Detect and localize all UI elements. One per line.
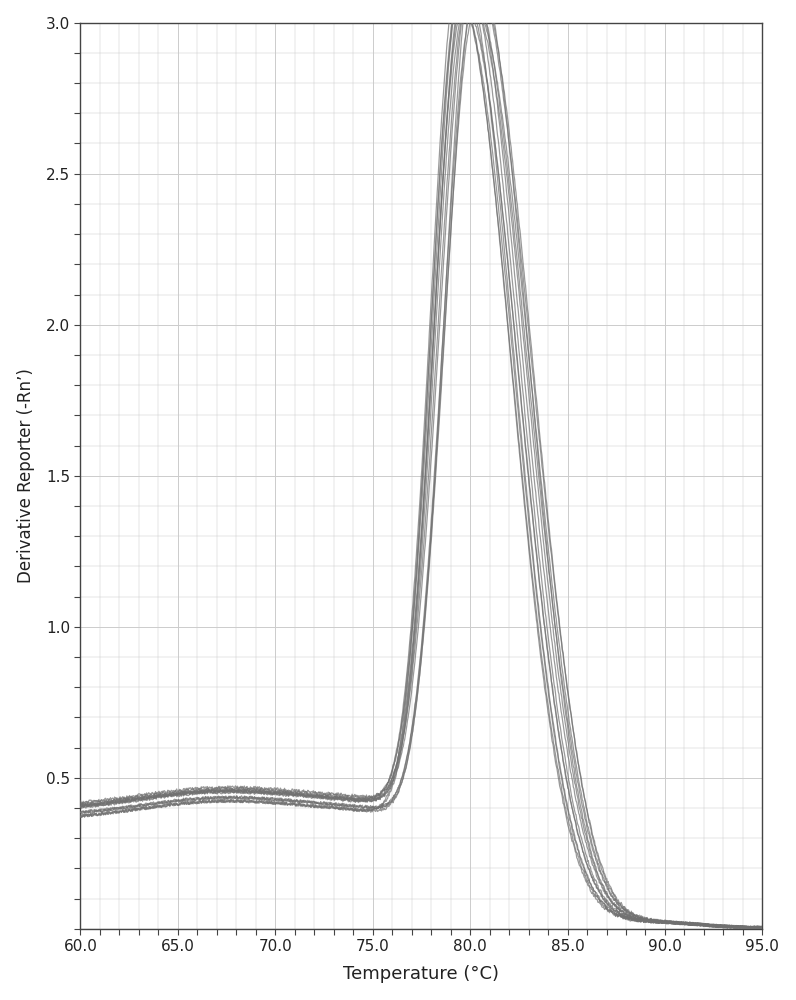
X-axis label: Temperature (°C): Temperature (°C) xyxy=(343,965,499,983)
Y-axis label: Derivative Reporter (-Rn’): Derivative Reporter (-Rn’) xyxy=(17,368,35,583)
